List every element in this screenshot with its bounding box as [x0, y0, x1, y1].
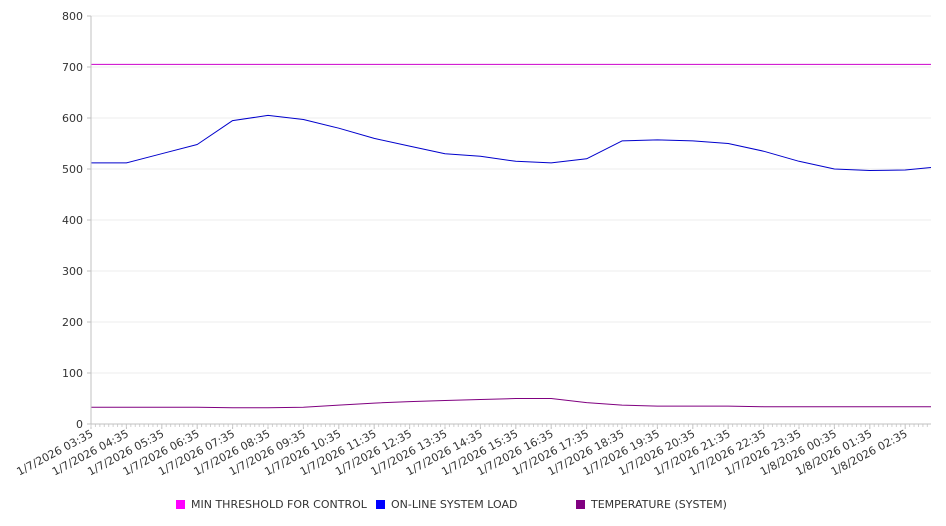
- legend-label-system-load: ON-LINE SYSTEM LOAD: [391, 498, 518, 511]
- legend-item-temperature: TEMPERATURE (SYSTEM): [576, 498, 727, 511]
- y-tick-label: 700: [62, 61, 83, 74]
- grid-lines: [91, 15, 931, 374]
- y-axis-ticks: 0 100 200 300 400 500 600 700 800: [62, 10, 91, 431]
- series-line-1: [91, 114, 932, 171]
- y-tick-label: 200: [62, 316, 83, 329]
- y-tick-label: 600: [62, 112, 83, 125]
- legend-item-system-load: ON-LINE SYSTEM LOAD: [376, 498, 517, 511]
- y-tick-label: 400: [62, 214, 83, 227]
- legend-item-min-threshold: MIN THRESHOLD FOR CONTROL: [176, 498, 367, 511]
- line-chart: 0 100 200 300 400 500 600 700 800 1/7/2026 03:35…: [15, 10, 932, 478]
- y-tick-label: 300: [62, 265, 83, 278]
- legend-label-min-threshold: MIN THRESHOLD FOR CONTROL: [191, 498, 367, 511]
- legend-swatch-min-threshold: [176, 500, 185, 509]
- legend-label-temperature: TEMPERATURE (SYSTEM): [591, 498, 727, 511]
- y-tick-label: 800: [62, 10, 83, 23]
- legend-swatch-temperature: [576, 500, 585, 509]
- y-tick-label: 100: [62, 367, 83, 380]
- y-tick-label: 500: [62, 163, 83, 176]
- y-tick-label: 0: [76, 418, 83, 431]
- legend-swatch-system-load: [376, 500, 385, 509]
- series-lines: [91, 63, 932, 409]
- series-line-2: [91, 398, 931, 409]
- legend: MIN THRESHOLD FOR CONTROL ON-LINE SYSTEM…: [0, 498, 946, 516]
- x-axis-ticks: 1/7/2026 03:351/7/2026 04:351/7/2026 05:…: [15, 424, 928, 478]
